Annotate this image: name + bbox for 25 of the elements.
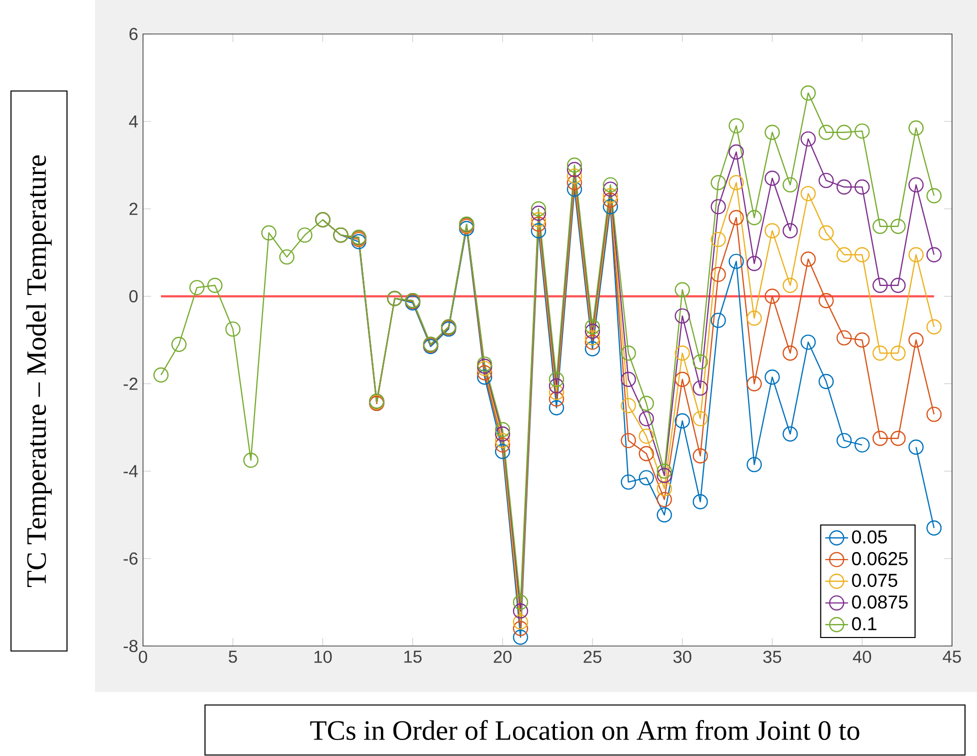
x-tick-label: 5 — [228, 650, 237, 664]
x-tick-label: 20 — [494, 650, 512, 664]
x-tick-label: 35 — [763, 650, 782, 664]
y-tick-label: -8 — [124, 640, 138, 652]
y-tick-label: 4 — [129, 116, 138, 128]
x-tick-label: 45 — [942, 650, 961, 664]
y-tick-label: 6 — [130, 28, 138, 40]
legend-label: 0.05 — [852, 530, 887, 544]
x-tick-label: 40 — [852, 650, 872, 664]
x-tick-label: 25 — [584, 650, 602, 664]
y-tick-label: -2 — [124, 378, 138, 390]
y-tick-label: -6 — [124, 552, 138, 565]
x-tick-label: 10 — [314, 650, 332, 664]
legend-label: 0.0875 — [852, 596, 908, 609]
legend-label: 0.1 — [852, 617, 876, 631]
x-tick-label: 15 — [404, 650, 422, 664]
legend-label: 0.075 — [852, 574, 898, 588]
y-tick-label: -4 — [124, 465, 138, 478]
x-tick-label: 0 — [138, 650, 148, 664]
y-axis-title: TC Temperature – Model Temperature — [26, 156, 52, 588]
legend-label: 0.0625 — [852, 552, 908, 566]
y-tick-label: 2 — [130, 203, 138, 216]
x-axis-title: TCs in Order of Location on Arm from Joint 0 to — [310, 720, 860, 740]
y-tick-label: 0 — [129, 290, 138, 303]
x-tick-label: 30 — [673, 650, 692, 664]
